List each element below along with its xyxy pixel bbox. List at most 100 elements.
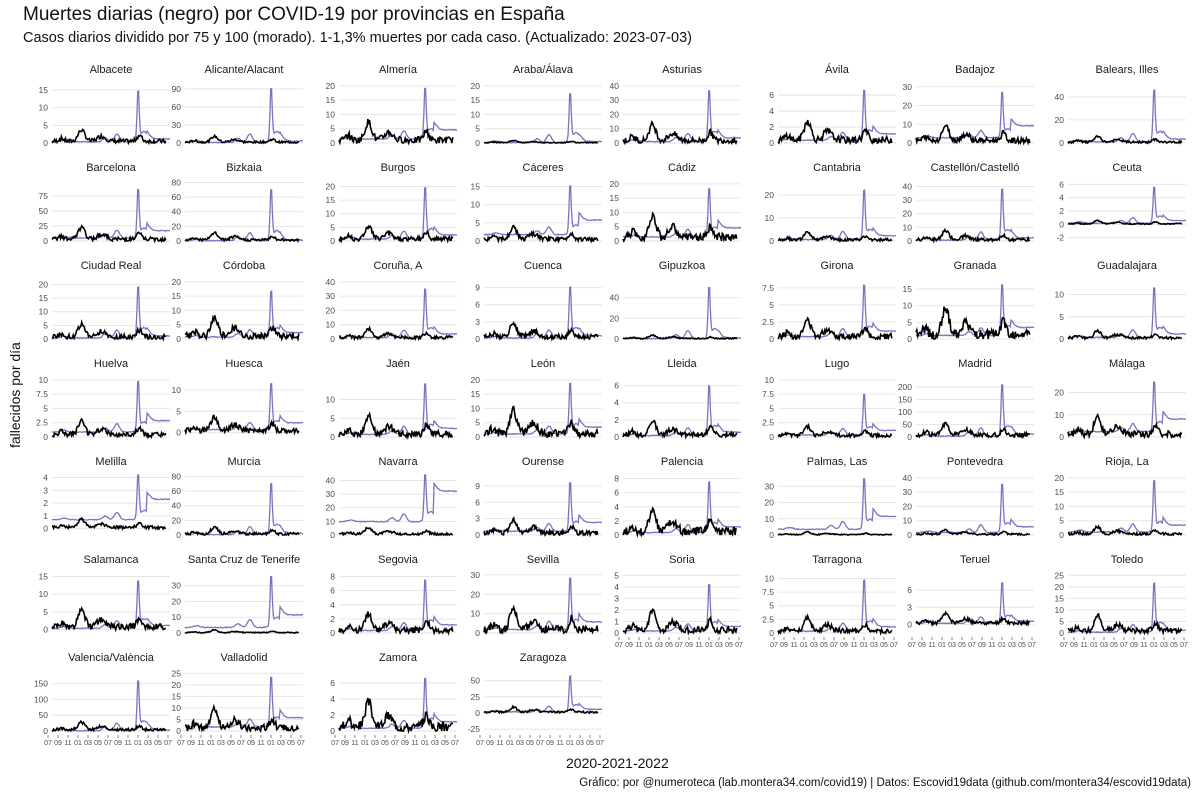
y-tick-label: 0 [1059,628,1064,638]
panel-title: Ceuta [1112,162,1142,174]
x-tick-label: 05 [958,642,966,649]
y-tick-label: 0 [614,628,619,638]
y-tick-label: 3 [614,593,619,603]
cases-line [338,87,457,141]
x-tick-label: 01 [566,740,574,747]
y-tick-label: 5 [475,124,480,134]
panel-title: Tarragona [812,554,862,566]
panel-title: Badajoz [955,64,995,76]
y-tick-label: 10 [765,375,775,385]
cases-line [51,285,171,340]
y-tick-label: 9 [475,283,480,293]
y-tick-label: 5 [769,601,774,611]
x-tick-label: 03 [144,740,152,747]
y-tick-label: 10 [39,375,49,385]
panel-castell-n-castell-: Castellón/Castelló 0 10 20 30 40 [903,162,1035,246]
deaths-line [622,419,738,440]
cases-line [51,474,171,521]
y-tick-label: 1 [43,511,48,521]
y-tick-label: 0 [1059,219,1064,229]
y-tick-label: 60 [172,192,182,202]
y-tick-label: 15 [471,95,481,105]
panel-melilla: Melilla 0 1 2 3 4 [43,456,171,534]
y-tick-label: 30 [471,570,481,580]
panel-c-rdoba: Córdoba 0 5 10 15 20 [172,260,304,344]
x-tick-label: 05 [586,740,594,747]
deaths-line [184,414,300,436]
panel-title: Córdoba [223,260,266,272]
x-tick-label: 07 [770,642,778,649]
panel-huesca: Huesca 0 5 10 [172,358,304,438]
panel-title: Palencia [661,456,704,468]
y-tick-label: 2.5 [762,418,774,428]
y-tick-label: 40 [903,181,913,191]
y-tick-label: 4 [1059,193,1064,203]
panel-segovia: Segovia 0 2 4 6 8 [330,554,457,638]
x-tick-label: 09 [840,642,848,649]
x-tick-label: 09 [625,642,633,649]
x-tick-label: 01 [1090,642,1098,649]
y-tick-label: 20 [610,313,620,323]
y-tick-label: 5 [769,403,774,413]
y-tick-label: 40 [326,277,336,287]
y-tick-label: 40 [610,81,620,91]
deaths-line [338,118,454,146]
x-tick-label: 07 [104,740,112,747]
deaths-line [184,231,300,243]
cases-line [338,474,458,523]
y-tick-label: 10 [610,207,620,217]
cases-line [483,184,603,236]
deaths-line [52,516,167,532]
panel-bizkaia: Bizkaia 0 20 40 60 80 [172,162,304,246]
x-tick-label: 01 [938,642,946,649]
x-tick-label: 07 [44,740,52,747]
y-tick-label: 10 [471,403,481,413]
y-tick-label: 20 [1055,388,1065,398]
y-tick-label: 8 [330,572,335,582]
x-tick-label: 01 [134,740,142,747]
panel-cantabria: Cantabria 0 10 20 [765,162,897,246]
panel-title: Santa Cruz de Tenerife [188,554,300,566]
y-tick-label: 10 [903,516,913,526]
cases-line [51,680,171,732]
y-tick-label: 5 [475,418,480,428]
y-tick-label: 0 [1059,138,1064,148]
y-tick-label: 10 [903,301,913,311]
y-tick-label: 6 [614,381,619,391]
y-tick-label: 10 [765,213,775,223]
panel-salamanca: Salamanca 0 5 10 15 [39,554,171,634]
x-tick-label: 05 [154,740,162,747]
x-tick-label: 07 [391,740,399,747]
y-tick-label: 40 [326,475,336,485]
y-tick-label: 40 [172,207,182,217]
y-tick-label: 9 [475,481,480,491]
deaths-line [1067,219,1183,226]
deaths-line [1067,612,1183,636]
cases-line [51,580,171,630]
y-tick-label: 5 [43,607,48,617]
y-tick-label: 20 [1055,115,1065,125]
y-tick-label: 20 [326,305,336,315]
x-tick-label: 07 [164,740,172,747]
panel-title: Segovia [378,554,419,566]
cases-line [778,89,897,142]
panel-title: Melilla [95,456,127,468]
cases-line [184,382,304,431]
y-tick-label: 6 [769,90,774,100]
panel-palmas-las: Palmas, Las 0 10 20 30 [765,456,897,540]
y-tick-label: 20 [1055,582,1065,592]
x-tick-label: 01 [1150,642,1158,649]
x-tick-label: 07 [908,642,916,649]
panel-palencia: Palencia 0 2 4 6 8 [614,456,742,540]
deaths-line [777,530,893,537]
cases-line [338,383,458,436]
cases-line [777,284,897,338]
y-tick-label: 0 [614,236,619,246]
y-tick-label: 10 [610,124,620,134]
y-tick-label: 0 [176,628,181,638]
y-tick-label: 0 [176,236,181,246]
panel-coru-a-a: Coruña, A 0 10 20 30 40 [326,260,457,344]
x-tick-label: 09 [486,740,494,747]
panel-title: Valladolid [221,652,268,664]
y-tick-label: 0 [907,619,912,629]
